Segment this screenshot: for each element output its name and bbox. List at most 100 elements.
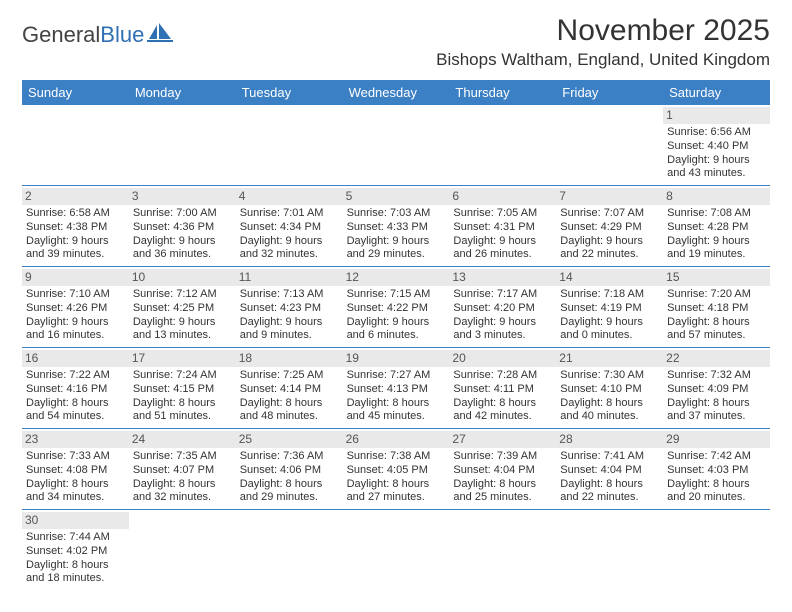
sunrise-text: Sunrise: 7:08 AM — [667, 207, 766, 221]
day-number: 24 — [129, 431, 236, 448]
sunset-text: Sunset: 4:36 PM — [133, 221, 232, 235]
daylight-text: and 22 minutes. — [560, 248, 659, 262]
sunrise-text: Sunrise: 7:33 AM — [26, 450, 125, 464]
day-number: 23 — [22, 431, 129, 448]
calendar-cell: 17Sunrise: 7:24 AMSunset: 4:15 PMDayligh… — [129, 348, 236, 429]
sunset-text: Sunset: 4:38 PM — [26, 221, 125, 235]
day-number: 3 — [129, 188, 236, 205]
sunrise-text: Sunrise: 7:39 AM — [453, 450, 552, 464]
daylight-text: Daylight: 9 hours — [26, 316, 125, 330]
daylight-text: Daylight: 9 hours — [667, 235, 766, 249]
daylight-text: and 43 minutes. — [667, 167, 766, 181]
sunset-text: Sunset: 4:08 PM — [26, 464, 125, 478]
sunset-text: Sunset: 4:28 PM — [667, 221, 766, 235]
sunset-text: Sunset: 4:09 PM — [667, 383, 766, 397]
day-number: 30 — [22, 512, 129, 529]
daylight-text: and 32 minutes. — [133, 491, 232, 505]
calendar-cell — [343, 105, 450, 186]
sunset-text: Sunset: 4:19 PM — [560, 302, 659, 316]
sunset-text: Sunset: 4:10 PM — [560, 383, 659, 397]
day-number: 8 — [663, 188, 770, 205]
sunrise-text: Sunrise: 7:35 AM — [133, 450, 232, 464]
daylight-text: and 42 minutes. — [453, 410, 552, 424]
brand-logo: General Blue — [22, 14, 173, 48]
sunrise-text: Sunrise: 7:41 AM — [560, 450, 659, 464]
sunset-text: Sunset: 4:18 PM — [667, 302, 766, 316]
sunset-text: Sunset: 4:04 PM — [560, 464, 659, 478]
day-number: 2 — [22, 188, 129, 205]
day-number: 13 — [449, 269, 556, 286]
sunrise-text: Sunrise: 7:10 AM — [26, 288, 125, 302]
daylight-text: Daylight: 9 hours — [560, 316, 659, 330]
daylight-text: Daylight: 8 hours — [453, 397, 552, 411]
daylight-text: and 25 minutes. — [453, 491, 552, 505]
daylight-text: Daylight: 8 hours — [667, 397, 766, 411]
weekday-header: Sunday Monday Tuesday Wednesday Thursday… — [22, 80, 770, 105]
day-number: 20 — [449, 350, 556, 367]
sunset-text: Sunset: 4:33 PM — [347, 221, 446, 235]
weekday-mon: Monday — [129, 80, 236, 105]
sunrise-text: Sunrise: 6:56 AM — [667, 126, 766, 140]
weekday-sun: Sunday — [22, 80, 129, 105]
daylight-text: Daylight: 8 hours — [667, 478, 766, 492]
calendar-cell — [449, 105, 556, 186]
day-number: 4 — [236, 188, 343, 205]
calendar-grid: 1Sunrise: 6:56 AMSunset: 4:40 PMDaylight… — [22, 105, 770, 590]
calendar-cell — [22, 105, 129, 186]
calendar-cell: 19Sunrise: 7:27 AMSunset: 4:13 PMDayligh… — [343, 348, 450, 429]
calendar-cell: 10Sunrise: 7:12 AMSunset: 4:25 PMDayligh… — [129, 267, 236, 348]
day-number: 1 — [663, 107, 770, 124]
day-number: 9 — [22, 269, 129, 286]
daylight-text: Daylight: 8 hours — [133, 478, 232, 492]
sunset-text: Sunset: 4:04 PM — [453, 464, 552, 478]
daylight-text: and 27 minutes. — [347, 491, 446, 505]
calendar-cell: 23Sunrise: 7:33 AMSunset: 4:08 PMDayligh… — [22, 429, 129, 510]
weekday-sat: Saturday — [663, 80, 770, 105]
daylight-text: Daylight: 8 hours — [347, 478, 446, 492]
daylight-text: and 32 minutes. — [240, 248, 339, 262]
sunrise-text: Sunrise: 7:05 AM — [453, 207, 552, 221]
day-number: 15 — [663, 269, 770, 286]
daylight-text: Daylight: 9 hours — [560, 235, 659, 249]
daylight-text: Daylight: 8 hours — [26, 559, 125, 573]
day-number: 25 — [236, 431, 343, 448]
sunrise-text: Sunrise: 7:01 AM — [240, 207, 339, 221]
weekday-fri: Friday — [556, 80, 663, 105]
daylight-text: and 18 minutes. — [26, 572, 125, 586]
sunset-text: Sunset: 4:34 PM — [240, 221, 339, 235]
month-title: November 2025 — [436, 14, 770, 48]
daylight-text: Daylight: 9 hours — [453, 316, 552, 330]
calendar-cell: 13Sunrise: 7:17 AMSunset: 4:20 PMDayligh… — [449, 267, 556, 348]
weekday-wed: Wednesday — [343, 80, 450, 105]
day-number: 27 — [449, 431, 556, 448]
sail-icon — [147, 23, 173, 48]
calendar-cell: 1Sunrise: 6:56 AMSunset: 4:40 PMDaylight… — [663, 105, 770, 186]
sunset-text: Sunset: 4:13 PM — [347, 383, 446, 397]
day-number: 5 — [343, 188, 450, 205]
calendar-cell: 8 Sunrise: 7:08 AMSunset: 4:28 PMDaylight… — [663, 186, 770, 267]
calendar-cell: 28Sunrise: 7:41 AMSunset: 4:04 PMDayligh… — [556, 429, 663, 510]
sunset-text: Sunset: 4:22 PM — [347, 302, 446, 316]
sunrise-text: Sunrise: 7:03 AM — [347, 207, 446, 221]
calendar-cell: 5 Sunrise: 7:03 AMSunset: 4:33 PMDaylight… — [343, 186, 450, 267]
daylight-text: and 57 minutes. — [667, 329, 766, 343]
daylight-text: and 13 minutes. — [133, 329, 232, 343]
day-number: 17 — [129, 350, 236, 367]
sunset-text: Sunset: 4:05 PM — [347, 464, 446, 478]
sunrise-text: Sunrise: 7:28 AM — [453, 369, 552, 383]
daylight-text: and 40 minutes. — [560, 410, 659, 424]
sunset-text: Sunset: 4:07 PM — [133, 464, 232, 478]
day-number: 16 — [22, 350, 129, 367]
sunset-text: Sunset: 4:25 PM — [133, 302, 232, 316]
calendar-cell: 30Sunrise: 7:44 AMSunset: 4:02 PMDayligh… — [22, 510, 129, 590]
calendar-cell: 27Sunrise: 7:39 AMSunset: 4:04 PMDayligh… — [449, 429, 556, 510]
day-number: 29 — [663, 431, 770, 448]
daylight-text: Daylight: 9 hours — [347, 235, 446, 249]
daylight-text: Daylight: 9 hours — [133, 235, 232, 249]
calendar-cell: 4Sunrise: 7:01 AMSunset: 4:34 PMDaylight… — [236, 186, 343, 267]
daylight-text: and 45 minutes. — [347, 410, 446, 424]
daylight-text: and 29 minutes. — [347, 248, 446, 262]
weekday-thu: Thursday — [449, 80, 556, 105]
sunrise-text: Sunrise: 7:07 AM — [560, 207, 659, 221]
daylight-text: and 51 minutes. — [133, 410, 232, 424]
